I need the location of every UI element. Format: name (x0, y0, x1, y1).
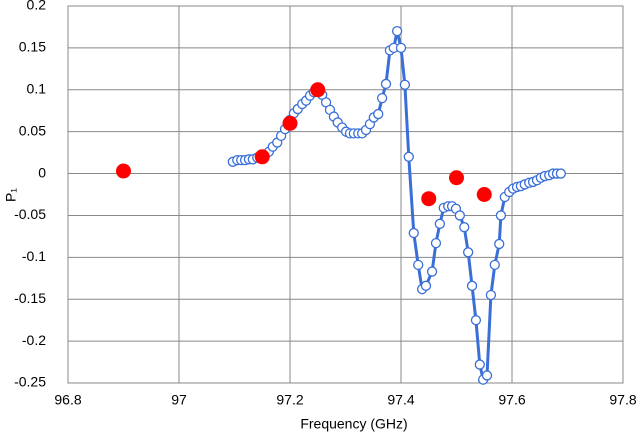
y-tick-label: -0.2 (22, 332, 46, 348)
y-tick-label: 0.05 (19, 122, 46, 138)
y-tick-label: -0.15 (14, 290, 46, 306)
y-axis-label: P₁ (3, 188, 19, 202)
data-point (282, 115, 298, 131)
data-point (555, 168, 566, 179)
data-point (489, 259, 500, 271)
x-tick-label: 97.8 (609, 392, 636, 408)
x-tick-label: 97.2 (276, 392, 303, 408)
data-point (481, 370, 493, 381)
y-tick-label: -0.05 (14, 206, 46, 222)
y-tick-label: 0 (38, 164, 46, 180)
data-point (254, 149, 270, 165)
data-point (463, 247, 474, 258)
data-point (373, 108, 384, 120)
data-point (420, 280, 432, 291)
data-point (116, 163, 131, 179)
data-point (434, 218, 446, 229)
data-point (485, 289, 497, 301)
y-tick-label: 0.2 (27, 0, 47, 13)
data-point (495, 210, 507, 221)
x-tick-label: 97.4 (387, 392, 414, 408)
data-point (474, 359, 485, 370)
data-point (459, 222, 470, 233)
x-tick-label: 97.6 (498, 392, 525, 408)
y-tick-label: 0.15 (19, 39, 46, 55)
x-tick-label: 96.8 (54, 392, 81, 408)
y-tick-label: -0.1 (22, 248, 46, 264)
data-point (494, 238, 505, 250)
data-point (430, 237, 442, 249)
data-point (421, 191, 437, 207)
data-point (408, 227, 419, 239)
y-tick-label: 0.1 (27, 80, 47, 96)
data-point (466, 280, 478, 291)
data-point (413, 259, 424, 271)
data-point (426, 266, 438, 277)
plot-border (67, 5, 624, 384)
data-point (403, 151, 414, 162)
y-tick-label: -0.25 (14, 374, 46, 390)
data-point (380, 78, 392, 90)
data-point (454, 210, 465, 221)
data-point (310, 82, 326, 98)
data-point (395, 42, 407, 54)
data-point (470, 315, 482, 326)
data-point (476, 187, 492, 202)
data-point (449, 170, 464, 186)
x-tick-label: 97 (171, 392, 187, 408)
data-point (376, 93, 388, 104)
data-point (399, 79, 411, 90)
data-point (391, 25, 403, 37)
x-axis-label: Frequency (GHz) (300, 416, 407, 432)
